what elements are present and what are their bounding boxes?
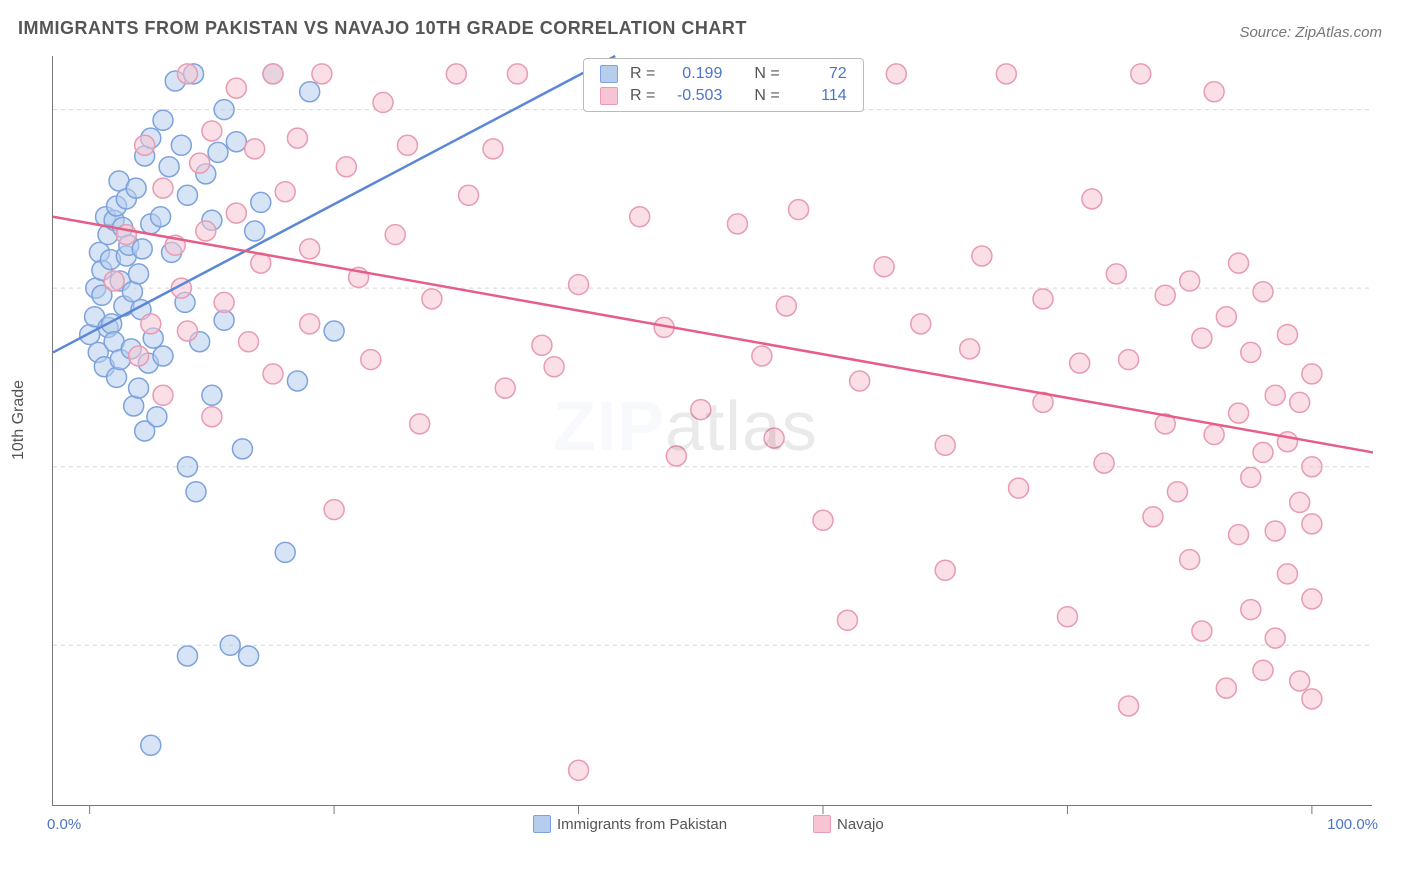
plot-area: ZIPatlas R =0.199N =72R =-0.503N =114 0.… xyxy=(52,56,1372,806)
stats-legend-box: R =0.199N =72R =-0.503N =114 xyxy=(583,58,864,112)
y-tick-label: 90.0% xyxy=(1382,458,1406,475)
source-label: Source: ZipAtlas.com xyxy=(1239,24,1382,41)
legend-item-navajo: Navajo xyxy=(813,815,884,833)
chart-title: IMMIGRANTS FROM PAKISTAN VS NAVAJO 10TH … xyxy=(18,18,747,39)
legend-item-pakistan: Immigrants from Pakistan xyxy=(533,815,727,833)
y-axis-label: 10th Grade xyxy=(10,380,28,460)
watermark: ZIPatlas xyxy=(553,386,818,466)
x-max-label: 100.0% xyxy=(1327,816,1378,833)
y-tick-label: 100.0% xyxy=(1382,101,1406,118)
y-tick-label: 85.0% xyxy=(1382,636,1406,653)
y-tick-label: 95.0% xyxy=(1382,279,1406,296)
x-min-label: 0.0% xyxy=(47,816,81,833)
